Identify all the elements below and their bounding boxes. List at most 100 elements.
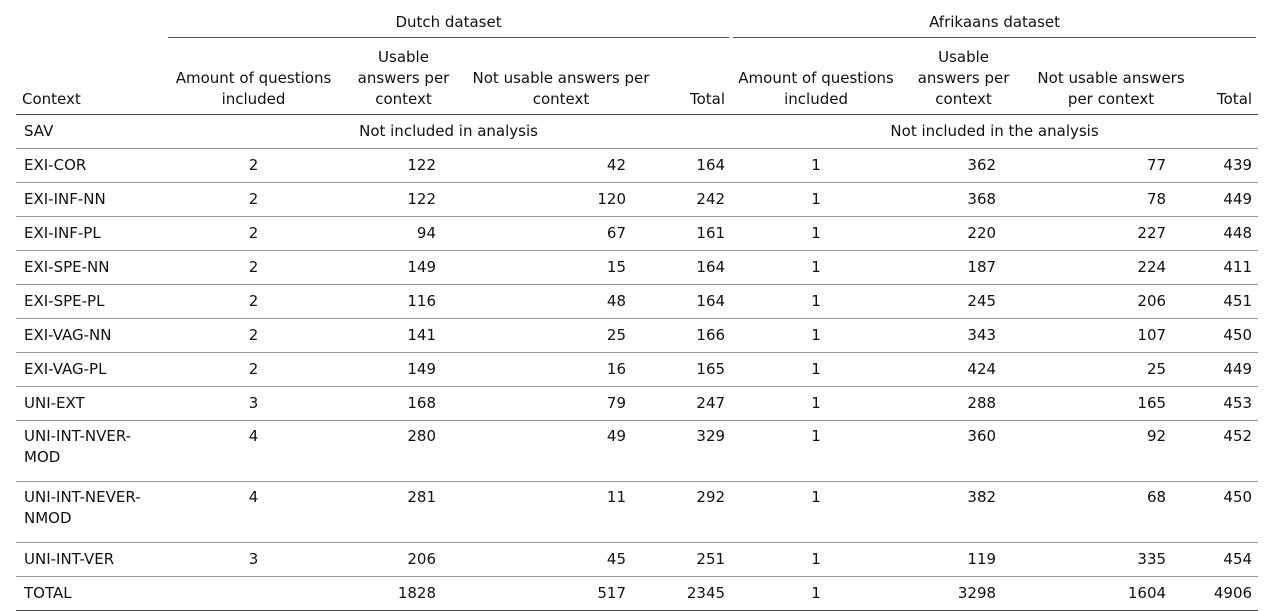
cell-dutch-total: 251 bbox=[656, 542, 732, 577]
cell-afrikaans-total: 411 bbox=[1196, 250, 1259, 285]
group-header-dutch: Dutch dataset bbox=[166, 6, 731, 38]
col-header-afrikaans-not-usable: Not usable answers per context bbox=[1026, 38, 1197, 115]
cell-dutch-usable: 281 bbox=[341, 481, 466, 543]
cell-dutch-amount: 4 bbox=[166, 420, 341, 482]
cell-dutch-total: 164 bbox=[656, 250, 732, 285]
cell-dutch-usable: 1828 bbox=[341, 576, 466, 611]
cell-dutch-not-usable: 49 bbox=[466, 420, 656, 482]
cell-context: UNI-INT-NEVER-NMOD bbox=[16, 481, 166, 543]
cell-afrikaans-total: 452 bbox=[1196, 420, 1259, 482]
cell-afrikaans-usable: 362 bbox=[901, 148, 1027, 183]
cell-dutch-amount: 2 bbox=[166, 250, 341, 285]
cell-dutch-total: 329 bbox=[656, 420, 732, 482]
table-row: EXI-SPE-NN 2 149 15 164 1 187 224 411 bbox=[16, 250, 1259, 285]
cell-dutch-amount: 2 bbox=[166, 216, 341, 251]
table-row: EXI-VAG-NN 2 141 25 166 1 343 107 450 bbox=[16, 318, 1259, 353]
cell-afrikaans-total: 449 bbox=[1196, 352, 1259, 387]
cell-afrikaans-amount: 1 bbox=[731, 182, 902, 217]
cell-afrikaans-total: 439 bbox=[1196, 148, 1259, 183]
cell-dutch-amount: 3 bbox=[166, 386, 341, 421]
cell-afrikaans-not-usable: 227 bbox=[1026, 216, 1197, 251]
cell-dutch-usable: 122 bbox=[341, 148, 466, 183]
cell-afrikaans-usable: 368 bbox=[901, 182, 1027, 217]
col-header-afrikaans-amount: Amount of questions included bbox=[731, 38, 902, 115]
blank-header bbox=[16, 6, 166, 38]
cell-afrikaans-amount: 1 bbox=[731, 284, 902, 319]
cell-afrikaans-total: 450 bbox=[1196, 318, 1259, 353]
cell-dutch-not-usable: 42 bbox=[466, 148, 656, 183]
cell-afrikaans-not-usable: 78 bbox=[1026, 182, 1197, 217]
cell-afrikaans-not-usable: 206 bbox=[1026, 284, 1197, 319]
cell-context: UNI-EXT bbox=[16, 386, 166, 421]
cell-afrikaans-amount: 1 bbox=[731, 386, 902, 421]
cell-dutch-total: 164 bbox=[656, 148, 732, 183]
col-header-dutch-amount: Amount of questions included bbox=[166, 38, 341, 115]
cell-context: EXI-SPE-NN bbox=[16, 250, 166, 285]
cell-afrikaans-usable: 187 bbox=[901, 250, 1027, 285]
cell-dutch-note: Not included in analysis bbox=[166, 114, 732, 149]
cell-afrikaans-amount: 1 bbox=[731, 576, 902, 611]
cell-dutch-not-usable: 11 bbox=[466, 481, 656, 543]
cell-afrikaans-amount: 1 bbox=[731, 216, 902, 251]
cell-afrikaans-not-usable: 25 bbox=[1026, 352, 1197, 387]
cell-dutch-usable: 280 bbox=[341, 420, 466, 482]
table-row-sav: SAV Not included in analysis Not include… bbox=[16, 114, 1259, 149]
cell-dutch-not-usable: 48 bbox=[466, 284, 656, 319]
cell-context: TOTAL bbox=[16, 576, 166, 611]
cell-afrikaans-not-usable: 224 bbox=[1026, 250, 1197, 285]
table-body: SAV Not included in analysis Not include… bbox=[16, 114, 1259, 611]
cell-dutch-not-usable: 120 bbox=[466, 182, 656, 217]
cell-afrikaans-total: 448 bbox=[1196, 216, 1259, 251]
cell-afrikaans-not-usable: 107 bbox=[1026, 318, 1197, 353]
cell-dutch-amount: 2 bbox=[166, 284, 341, 319]
cell-dutch-usable: 94 bbox=[341, 216, 466, 251]
col-header-dutch-usable: Usable answers per context bbox=[341, 38, 466, 115]
cell-afrikaans-total: 453 bbox=[1196, 386, 1259, 421]
cell-afrikaans-usable: 360 bbox=[901, 420, 1027, 482]
cell-dutch-total: 166 bbox=[656, 318, 732, 353]
cell-afrikaans-usable: 3298 bbox=[901, 576, 1027, 611]
table-row: EXI-INF-PL 2 94 67 161 1 220 227 448 bbox=[16, 216, 1259, 251]
cell-context: EXI-INF-PL bbox=[16, 216, 166, 251]
cell-afrikaans-total: 4906 bbox=[1196, 576, 1259, 611]
col-header-dutch-total: Total bbox=[656, 38, 732, 115]
cell-context: UNI-INT-VER bbox=[16, 542, 166, 577]
cell-dutch-amount bbox=[166, 576, 341, 611]
cell-afrikaans-usable: 424 bbox=[901, 352, 1027, 387]
table-row: UNI-INT-NVER-MOD 4 280 49 329 1 360 92 452 bbox=[16, 420, 1259, 482]
cell-afrikaans-usable: 220 bbox=[901, 216, 1027, 251]
cell-afrikaans-amount: 1 bbox=[731, 250, 902, 285]
cell-dutch-usable: 149 bbox=[341, 352, 466, 387]
cell-dutch-amount: 2 bbox=[166, 352, 341, 387]
cell-context: EXI-VAG-NN bbox=[16, 318, 166, 353]
cell-afrikaans-note: Not included in the analysis bbox=[731, 114, 1259, 149]
group-header-afrikaans: Afrikaans dataset bbox=[731, 6, 1258, 38]
cell-context: EXI-INF-NN bbox=[16, 182, 166, 217]
cell-context: SAV bbox=[16, 114, 166, 149]
cell-afrikaans-not-usable: 335 bbox=[1026, 542, 1197, 577]
cell-dutch-total: 292 bbox=[656, 481, 732, 543]
cell-afrikaans-not-usable: 165 bbox=[1026, 386, 1197, 421]
cell-afrikaans-amount: 1 bbox=[731, 542, 902, 577]
cell-afrikaans-amount: 1 bbox=[731, 481, 902, 543]
cell-dutch-not-usable: 517 bbox=[466, 576, 656, 611]
cell-afrikaans-amount: 1 bbox=[731, 352, 902, 387]
cell-afrikaans-not-usable: 68 bbox=[1026, 481, 1197, 543]
cell-context: EXI-SPE-PL bbox=[16, 284, 166, 319]
cell-dutch-usable: 168 bbox=[341, 386, 466, 421]
cell-dutch-amount: 2 bbox=[166, 182, 341, 217]
cell-dutch-not-usable: 15 bbox=[466, 250, 656, 285]
col-header-dutch-not-usable: Not usable answers per context bbox=[466, 38, 656, 115]
cell-afrikaans-total: 454 bbox=[1196, 542, 1259, 577]
col-header-afrikaans-total: Total bbox=[1196, 38, 1259, 115]
cell-afrikaans-not-usable: 92 bbox=[1026, 420, 1197, 482]
table-row: UNI-INT-VER 3 206 45 251 1 119 335 454 bbox=[16, 542, 1259, 577]
cell-afrikaans-amount: 1 bbox=[731, 420, 902, 482]
cell-dutch-total: 165 bbox=[656, 352, 732, 387]
table-row-total: TOTAL 1828 517 2345 1 3298 1604 4906 bbox=[16, 576, 1259, 611]
cell-dutch-usable: 141 bbox=[341, 318, 466, 353]
cell-dutch-total: 161 bbox=[656, 216, 732, 251]
cell-afrikaans-usable: 343 bbox=[901, 318, 1027, 353]
cell-afrikaans-not-usable: 1604 bbox=[1026, 576, 1197, 611]
